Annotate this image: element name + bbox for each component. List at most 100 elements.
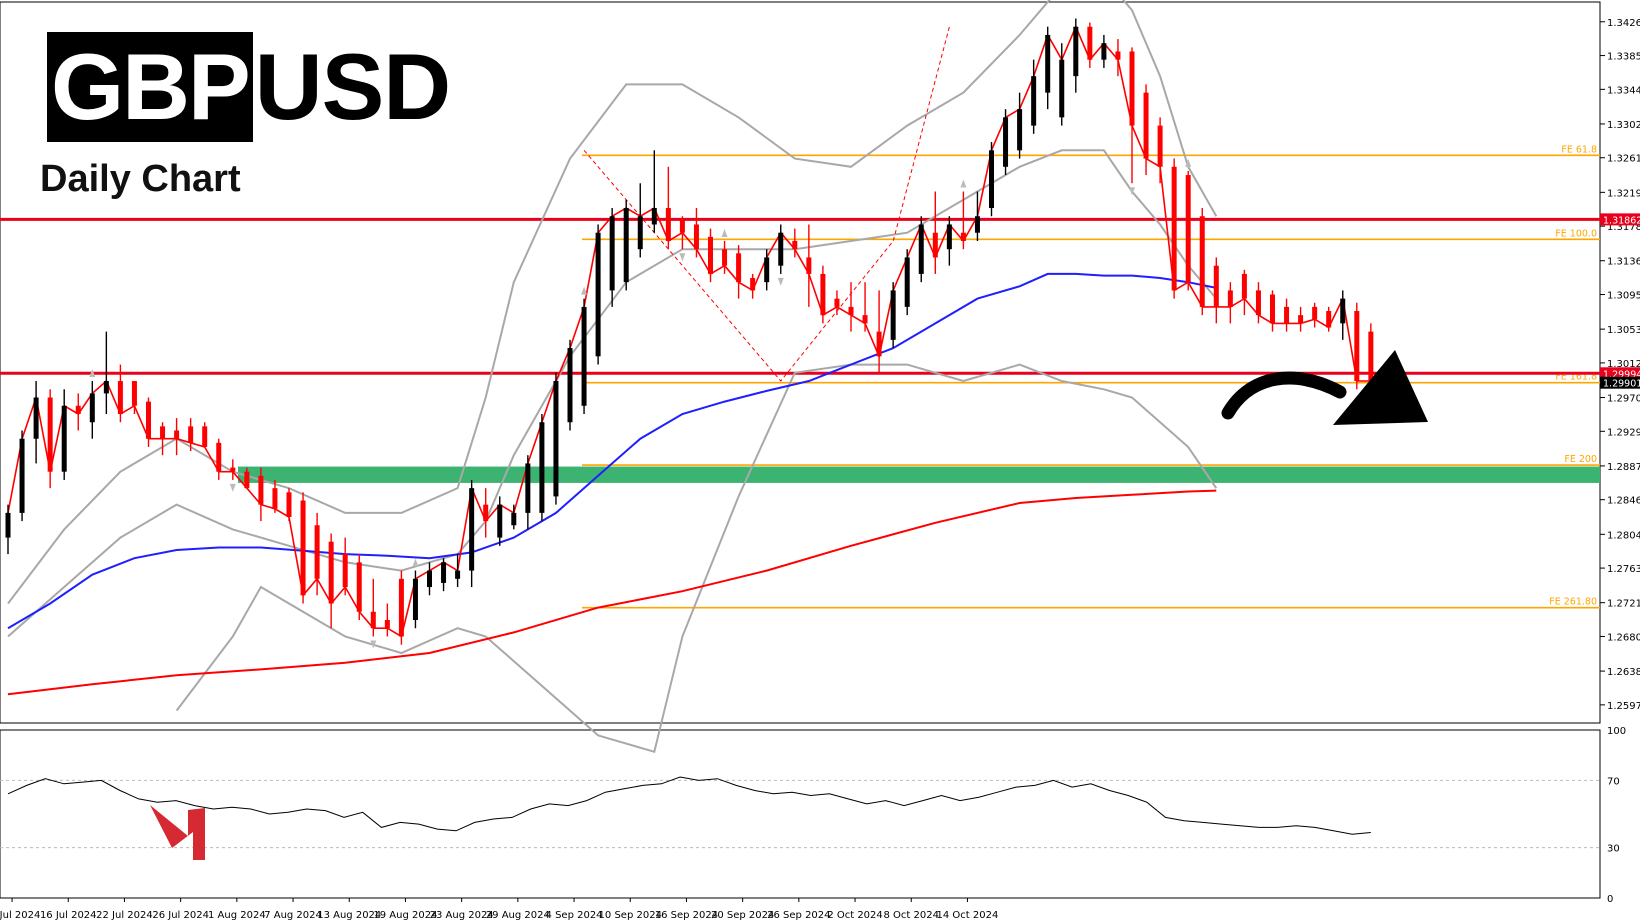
date-tick-label: 14 Oct 2024 bbox=[937, 910, 999, 921]
candle-body bbox=[581, 306, 587, 406]
price-tag-label: 1.29994 bbox=[1603, 369, 1640, 380]
price-tick-label: 1.34260 bbox=[1607, 18, 1640, 29]
candle bbox=[174, 418, 180, 456]
fractal-up-marker bbox=[1185, 158, 1192, 167]
candle-body bbox=[1284, 306, 1290, 324]
candle bbox=[1241, 269, 1247, 316]
candle-body bbox=[1298, 315, 1304, 324]
candle bbox=[75, 393, 81, 431]
price-tick-label: 1.29700 bbox=[1607, 394, 1640, 405]
rsi-tick-label: 70 bbox=[1607, 776, 1620, 787]
candle bbox=[792, 228, 798, 258]
candle-body bbox=[1003, 117, 1009, 167]
candle-body bbox=[146, 401, 151, 439]
candle bbox=[1298, 306, 1304, 332]
candle bbox=[1171, 158, 1177, 299]
candle-body bbox=[1354, 311, 1360, 382]
date-tick-label: 26 Jul 2024 bbox=[152, 910, 209, 921]
candle bbox=[651, 150, 657, 233]
candle-body bbox=[117, 381, 123, 414]
rsi-line bbox=[7, 776, 1371, 835]
candle-body bbox=[736, 253, 742, 283]
candle bbox=[946, 216, 952, 266]
candle bbox=[1157, 117, 1163, 184]
fractal-down-marker bbox=[229, 483, 236, 492]
candle-body bbox=[708, 236, 713, 274]
candle bbox=[412, 570, 418, 629]
candle bbox=[623, 199, 629, 291]
candle-body bbox=[47, 397, 53, 472]
candle-body bbox=[1241, 273, 1247, 299]
price-tick-label: 1.28870 bbox=[1607, 462, 1640, 473]
candle bbox=[989, 142, 994, 217]
candle bbox=[328, 533, 334, 629]
date-tick-label: 16 Sep 2024 bbox=[655, 910, 718, 921]
date-tick-label: 10 Sep 2024 bbox=[599, 910, 662, 921]
date-tick-label: 2 Oct 2024 bbox=[827, 910, 882, 921]
candle bbox=[1115, 39, 1121, 77]
candle-body bbox=[216, 442, 222, 472]
candle bbox=[146, 397, 151, 447]
candle-body bbox=[370, 611, 376, 629]
candle-body bbox=[483, 504, 489, 522]
candle bbox=[384, 603, 390, 637]
candle-body bbox=[342, 554, 348, 588]
price-tag-box bbox=[1600, 213, 1640, 226]
candle-body bbox=[637, 216, 643, 250]
candle-body bbox=[679, 220, 685, 233]
candle-body bbox=[862, 315, 868, 324]
candle-body bbox=[160, 426, 166, 439]
candle-body bbox=[469, 488, 475, 571]
candle-body bbox=[693, 224, 699, 250]
candle-body bbox=[1213, 265, 1219, 307]
candle-body bbox=[904, 257, 910, 307]
candle-body bbox=[876, 331, 882, 357]
candle bbox=[61, 389, 67, 480]
candle bbox=[848, 282, 854, 332]
candle-body bbox=[103, 381, 109, 394]
candle bbox=[19, 430, 25, 522]
date-tick-label: 23 Aug 2024 bbox=[430, 910, 494, 921]
date-tick-label: 19 Aug 2024 bbox=[373, 910, 437, 921]
candle bbox=[1129, 47, 1135, 184]
candle-body bbox=[890, 290, 896, 340]
candle-body bbox=[651, 208, 657, 225]
bollinger-upper-band bbox=[7, 0, 1218, 605]
candle-body bbox=[5, 512, 11, 538]
candle bbox=[441, 558, 447, 592]
candle-body bbox=[1368, 331, 1374, 382]
candle-body bbox=[946, 224, 952, 250]
candle-body bbox=[932, 232, 938, 258]
candle-body bbox=[989, 150, 994, 208]
candle-body bbox=[174, 430, 180, 439]
candle bbox=[1354, 302, 1360, 390]
candle-body bbox=[131, 381, 137, 406]
forecast-arrow-head bbox=[1333, 350, 1428, 425]
candle bbox=[1185, 170, 1191, 291]
candle bbox=[1087, 22, 1093, 68]
candle bbox=[202, 422, 208, 447]
candle-body bbox=[1227, 290, 1233, 307]
candle-body bbox=[722, 249, 728, 266]
candle bbox=[455, 554, 461, 588]
price-tick-label: 1.31360 bbox=[1607, 257, 1640, 268]
candle bbox=[497, 496, 503, 546]
price-tag-label: 1.29901 bbox=[1603, 379, 1640, 390]
fractal-down-marker bbox=[370, 640, 377, 649]
candle-body bbox=[1340, 298, 1346, 324]
candle bbox=[679, 216, 685, 250]
candle-body bbox=[918, 224, 924, 274]
candle bbox=[131, 381, 137, 414]
price-tag-label: 1.31862 bbox=[1603, 215, 1640, 226]
candle bbox=[33, 381, 39, 464]
price-tick-label: 1.33850 bbox=[1607, 52, 1640, 63]
candle bbox=[567, 339, 573, 431]
candle-body bbox=[75, 405, 81, 414]
candle bbox=[820, 265, 826, 324]
candle bbox=[1073, 18, 1079, 93]
candle bbox=[469, 479, 475, 588]
price-tick-label: 1.30120 bbox=[1607, 359, 1640, 370]
date-tick-label: 8 Oct 2024 bbox=[884, 910, 939, 921]
